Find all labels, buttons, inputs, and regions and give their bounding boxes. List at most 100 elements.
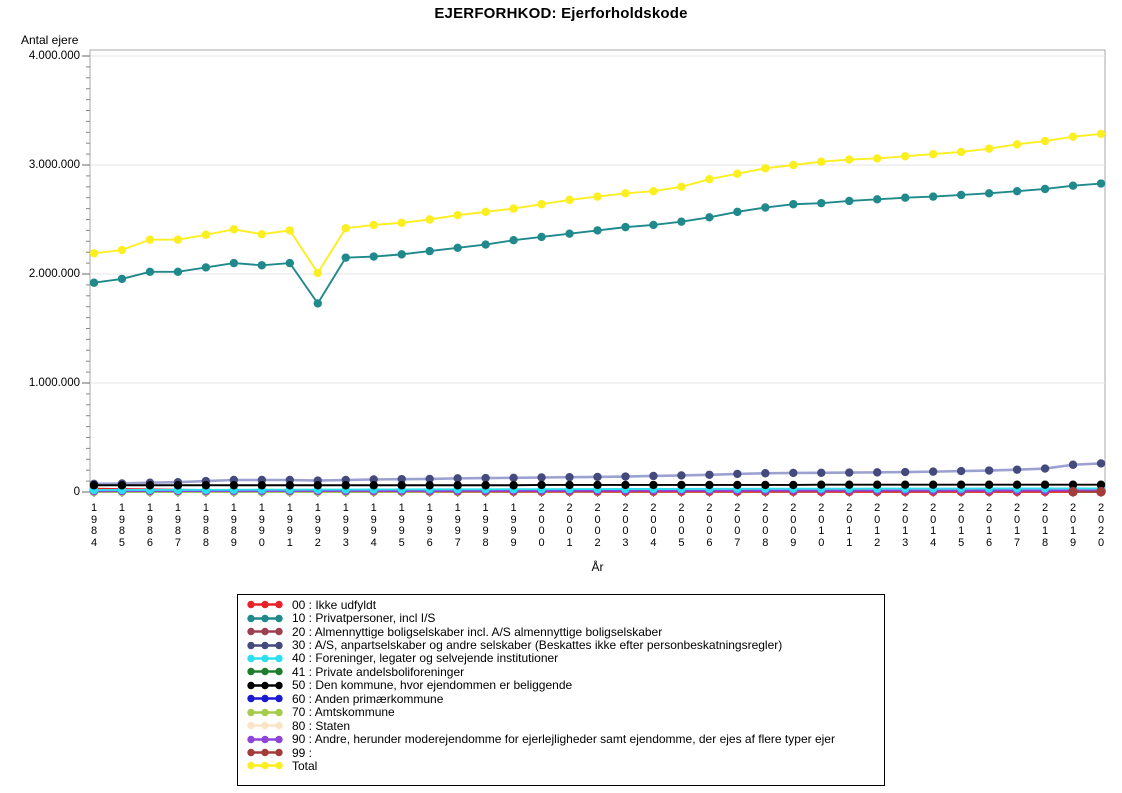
legend-marker-total — [247, 762, 283, 770]
series-10-marker — [313, 299, 322, 308]
legend-marker-41 — [247, 668, 283, 676]
series-50-marker — [425, 481, 434, 490]
series-50-marker — [117, 481, 127, 490]
series-total-marker — [900, 152, 910, 161]
series-30-marker — [900, 467, 910, 477]
legend-label-70: 70 : Amtskommune — [292, 705, 395, 720]
series-10-marker — [733, 207, 742, 217]
series-10-marker — [509, 236, 518, 245]
series-10-marker — [173, 267, 183, 277]
series-50-marker — [900, 480, 910, 489]
series-total-marker — [789, 160, 798, 170]
series-50-marker — [201, 481, 211, 490]
series-10-marker — [984, 189, 994, 198]
legend-item-41: 41 : Private andelsboliforeninger — [245, 665, 878, 679]
series-10-line — [93, 182, 1102, 306]
series-10-marker — [537, 232, 546, 242]
series-50-marker — [705, 480, 714, 490]
series-50-marker — [761, 480, 770, 490]
series-30-marker — [397, 474, 406, 484]
series-10-marker — [705, 213, 714, 222]
series-10-marker — [1096, 179, 1106, 188]
legend-box: 00 : Ikke udfyldt 10 : Privatpersoner, in… — [237, 594, 885, 786]
series-50-marker — [1068, 480, 1078, 489]
series-10-marker — [257, 261, 267, 270]
plot-frame — [89, 49, 1106, 493]
legend-marker-60 — [247, 695, 283, 703]
legend-marker-99 — [247, 748, 283, 757]
series-30-marker — [1096, 459, 1106, 468]
legend-marker-20 — [247, 627, 283, 636]
legend-marker-10 — [247, 614, 283, 622]
series-30-marker — [984, 466, 994, 475]
series-10-marker — [928, 192, 938, 201]
series-total-marker — [145, 235, 155, 244]
legend-marker-80 — [247, 721, 283, 730]
series-10-marker — [341, 253, 350, 262]
series-30-marker — [425, 474, 434, 484]
series-total-marker — [621, 189, 630, 198]
legend-item-10: 10 : Privatpersoner, incl I/S — [245, 611, 878, 625]
legend-marker-30 — [247, 641, 283, 649]
legend-marker-50 — [247, 681, 283, 690]
series-30-marker — [593, 472, 602, 482]
legend-item-60: 60 : Anden primærkommune — [245, 691, 878, 706]
legend-label-80: 80 : Staten — [292, 718, 351, 733]
series-total — [89, 129, 1106, 278]
series-99-marker — [1068, 486, 1078, 497]
series-99-marker — [1096, 486, 1106, 497]
series-50-marker — [565, 480, 574, 490]
legend-item-total: Total — [245, 759, 878, 773]
series-50-marker — [733, 480, 742, 490]
series-total-marker — [425, 215, 434, 224]
series-30-marker — [733, 469, 742, 479]
y-tick-label-1000000: 1.000.000 — [28, 376, 80, 389]
series-total-marker — [397, 218, 406, 227]
series-total-marker — [369, 220, 378, 230]
series-total-marker — [705, 174, 714, 184]
series-10-marker — [789, 200, 798, 209]
series-50-marker — [817, 480, 826, 489]
series-total-marker — [285, 226, 295, 235]
series-50 — [89, 480, 1106, 490]
series-30-marker — [537, 473, 546, 482]
series-total-marker — [201, 230, 211, 239]
series-total-marker — [313, 268, 322, 278]
legend-label-40: 40 : Foreninger, legater og selvejende i… — [292, 651, 559, 666]
series-10-marker — [817, 198, 826, 208]
chart-title: EJERFORHKOD: Ejerforholdskode — [434, 5, 688, 22]
series-30-marker — [817, 468, 826, 478]
series-10-marker — [481, 240, 490, 249]
series-30-marker — [873, 468, 882, 477]
series-total-marker — [928, 149, 938, 159]
series-50-marker — [845, 480, 854, 489]
series-10-marker — [677, 217, 686, 226]
legend-label-60: 60 : Anden primærkommune — [292, 691, 444, 706]
series-50-marker — [1040, 480, 1050, 489]
legend-item-30: 30 : A/S, anpartselskaber og andre selsk… — [245, 638, 878, 652]
series-10-marker — [201, 263, 211, 272]
series-total-marker — [873, 154, 882, 163]
y-tick-label-0: 0 — [73, 485, 80, 498]
series-10-marker — [956, 190, 966, 200]
series-50-marker — [369, 481, 378, 490]
series-30-marker — [649, 471, 658, 481]
series-30-marker — [1040, 464, 1050, 473]
y-tick-label-2000000: 2.000.000 — [28, 267, 80, 280]
legend-marker-90 — [247, 735, 283, 743]
